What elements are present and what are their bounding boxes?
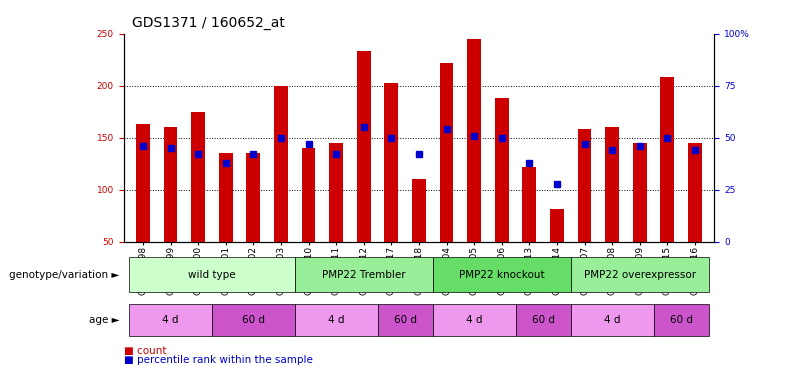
Text: 4 d: 4 d [604,315,620,325]
Bar [385,82,398,242]
Bar [247,153,260,242]
Bar [605,128,619,242]
Bar [136,124,150,242]
Text: 4 d: 4 d [162,315,179,325]
Text: GDS1371 / 160652_at: GDS1371 / 160652_at [132,16,285,30]
Bar [468,39,481,242]
Bar [164,128,177,242]
Bar [433,257,571,292]
Bar [377,304,433,336]
Text: ■ count: ■ count [124,346,166,355]
Bar [357,51,370,242]
Bar [578,129,591,242]
Text: PMP22 knockout: PMP22 knockout [459,270,544,280]
Text: 60 d: 60 d [393,315,417,325]
Bar [274,86,288,242]
Text: ■ percentile rank within the sample: ■ percentile rank within the sample [124,355,313,365]
Text: wild type: wild type [188,270,235,280]
Bar [433,304,516,336]
Bar [516,304,571,336]
Bar [129,304,212,336]
Bar [654,304,709,336]
Bar [633,143,646,242]
Bar [302,148,315,242]
Bar [294,257,433,292]
Bar [495,98,508,242]
Bar [571,304,654,336]
Text: 4 d: 4 d [328,315,345,325]
Text: 60 d: 60 d [242,315,265,325]
Text: age ►: age ► [89,315,120,325]
Text: 60 d: 60 d [670,315,693,325]
Bar [550,209,564,242]
Text: 60 d: 60 d [531,315,555,325]
Bar [571,257,709,292]
Text: genotype/variation ►: genotype/variation ► [10,270,120,280]
Bar [412,180,426,242]
Bar [688,143,701,242]
Bar [212,304,294,336]
Text: PMP22 Trembler: PMP22 Trembler [322,270,405,280]
Bar [192,112,205,242]
Text: 4 d: 4 d [466,315,482,325]
Bar [523,167,536,242]
Bar [294,304,377,336]
Bar [219,153,233,242]
Bar [330,143,343,242]
Bar [129,257,294,292]
Text: PMP22 overexpressor: PMP22 overexpressor [583,270,696,280]
Bar [440,63,453,242]
Bar [661,78,674,242]
